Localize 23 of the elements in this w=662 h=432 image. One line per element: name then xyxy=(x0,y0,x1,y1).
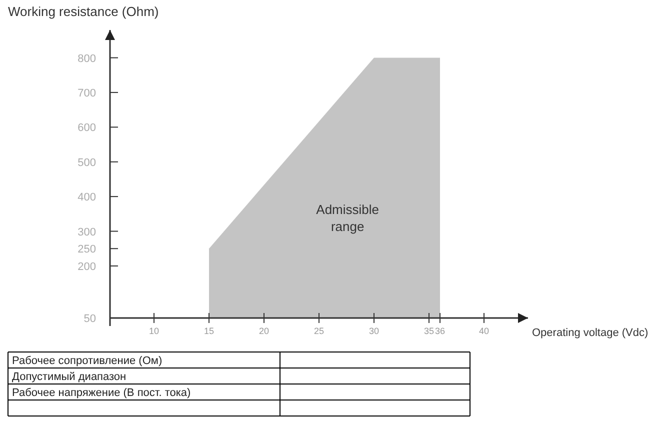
y-tick-label: 300 xyxy=(78,226,96,238)
y-tick-label: 400 xyxy=(78,192,96,204)
x-tick-label: 36 xyxy=(434,326,446,336)
y-tick-label: 800 xyxy=(78,52,96,65)
x-tick-label: 20 xyxy=(258,326,270,336)
x-tick-label: 25 xyxy=(314,326,324,336)
y-tick-label: 700 xyxy=(78,87,96,100)
x-tick-label: 40 xyxy=(478,326,490,336)
x-tick-label: 30 xyxy=(368,326,380,336)
y-axis-title: Working resistance (Ohm) xyxy=(8,4,159,19)
y-tick-label: 600 xyxy=(78,122,96,134)
annotation: Admissible range xyxy=(316,202,380,234)
text: Допустимый диапазон xyxy=(12,371,126,383)
x-tick-label: 10 xyxy=(148,326,160,336)
text: Рабочее напряжение (В пост. тока) xyxy=(12,387,191,399)
x-axis-title: Operating voltage (Vdc) xyxy=(532,327,648,339)
y-tick-label: 50 xyxy=(84,313,96,325)
x-tick-label: 35 xyxy=(424,326,434,336)
y-tick-label: 250 xyxy=(78,244,96,256)
text: Рабочее сопротивление (Ом) xyxy=(12,355,162,367)
y-tick-label: 500 xyxy=(78,156,96,169)
x-tick-label: 15 xyxy=(204,326,214,336)
y-tick-label: 200 xyxy=(78,260,96,273)
